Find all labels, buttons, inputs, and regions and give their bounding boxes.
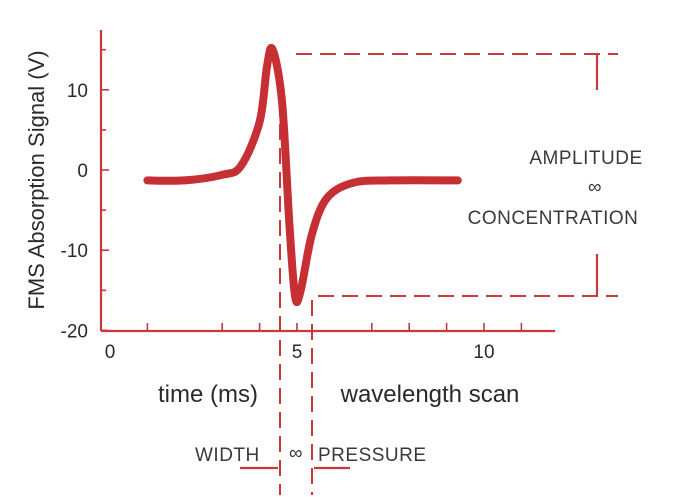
axis-ticks: 10 0 -10 -20 0 5 10 bbox=[61, 48, 523, 363]
signal-curve bbox=[143, 43, 462, 307]
x-label-wavelength-scan: wavelength scan bbox=[340, 381, 520, 408]
x-tick-label: 5 bbox=[292, 342, 303, 363]
y-tick-label: 0 bbox=[77, 161, 88, 182]
pressure-label: PRESSURE bbox=[318, 445, 427, 466]
proportional-symbol: ∞ bbox=[588, 177, 602, 198]
width-proportional-symbol: ∞ bbox=[289, 443, 303, 464]
y-tick-label: -10 bbox=[61, 241, 88, 262]
annotation-guides bbox=[240, 53, 618, 495]
concentration-label: CONCENTRATION bbox=[468, 208, 639, 229]
x-tick-label: 10 bbox=[473, 342, 494, 363]
x-label-time: time (ms) bbox=[158, 381, 258, 408]
y-axis-label: FMS Absorption Signal (V) bbox=[24, 50, 49, 309]
width-label: WIDTH bbox=[195, 445, 260, 466]
amplitude-label: AMPLITUDE bbox=[529, 148, 642, 169]
x-tick-label: 0 bbox=[105, 342, 116, 363]
y-tick-label: -20 bbox=[61, 321, 88, 342]
y-tick-label: 10 bbox=[67, 81, 88, 102]
